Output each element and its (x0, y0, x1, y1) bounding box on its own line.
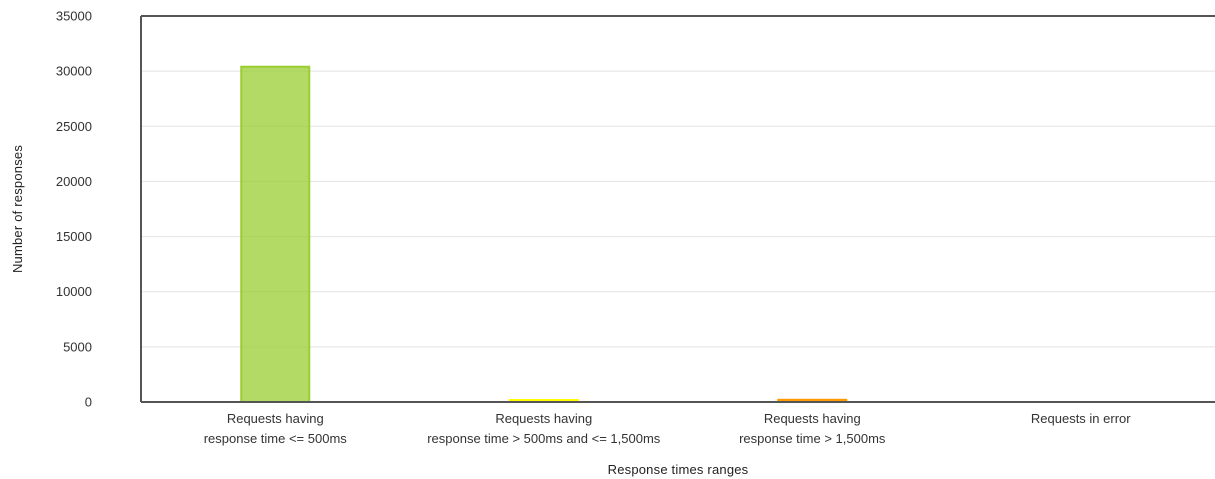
y-tick-label: 30000 (56, 64, 92, 79)
y-tick-label: 10000 (56, 284, 92, 299)
x-category-label-line: Requests having (227, 411, 324, 426)
grid-lines (141, 70, 1215, 348)
x-category-label-line: Requests in error (1031, 411, 1131, 426)
x-axis-title: Response times ranges (608, 462, 749, 477)
x-category-label-line: Requests having (764, 411, 861, 426)
x-category-label-line: response time > 500ms and <= 1,500ms (427, 431, 661, 446)
y-tick-label: 25000 (56, 119, 92, 134)
y-tick-label: 35000 (56, 9, 92, 24)
y-axis-ticks: 0 5000 10000 15000 20000 25000 30000 35000 (56, 9, 92, 410)
x-category-label-line: response time <= 500ms (204, 431, 348, 446)
x-category-label: Requests having response time > 1,500ms (739, 411, 886, 446)
y-axis-title: Number of responses (10, 145, 25, 273)
bars (240, 65, 848, 404)
y-tick-label: 5000 (63, 339, 92, 354)
x-category-label: Requests having response time <= 500ms (204, 411, 348, 446)
x-axis-category-labels: Requests having response time <= 500msReq… (204, 411, 1132, 446)
x-category-label-line: Requests having (495, 411, 592, 426)
x-category-label-line: response time > 1,500ms (739, 431, 886, 446)
y-tick-label: 15000 (56, 229, 92, 244)
y-tick-label: 20000 (56, 174, 92, 189)
x-category-label: Requests having response time > 500ms and… (427, 411, 661, 446)
x-category-label: Requests in error (1031, 411, 1131, 426)
bar[interactable] (240, 65, 311, 404)
y-tick-label: 0 (85, 395, 92, 410)
